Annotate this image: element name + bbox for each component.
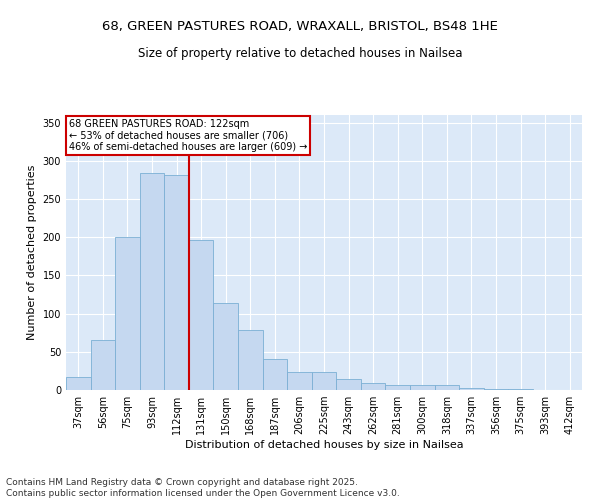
Bar bbox=[91, 340, 115, 390]
Bar bbox=[312, 372, 336, 390]
Bar bbox=[484, 389, 508, 390]
Bar bbox=[115, 237, 140, 390]
Bar bbox=[459, 388, 484, 390]
Bar bbox=[410, 386, 434, 390]
Text: 68 GREEN PASTURES ROAD: 122sqm
← 53% of detached houses are smaller (706)
46% of: 68 GREEN PASTURES ROAD: 122sqm ← 53% of … bbox=[68, 119, 307, 152]
Text: Size of property relative to detached houses in Nailsea: Size of property relative to detached ho… bbox=[138, 48, 462, 60]
Bar bbox=[385, 384, 410, 390]
Bar bbox=[214, 303, 238, 390]
Bar bbox=[164, 174, 189, 390]
Bar bbox=[336, 378, 361, 390]
Text: Contains HM Land Registry data © Crown copyright and database right 2025.
Contai: Contains HM Land Registry data © Crown c… bbox=[6, 478, 400, 498]
Bar bbox=[361, 383, 385, 390]
Bar bbox=[434, 386, 459, 390]
X-axis label: Distribution of detached houses by size in Nailsea: Distribution of detached houses by size … bbox=[185, 440, 463, 450]
Bar bbox=[189, 240, 214, 390]
Bar bbox=[287, 372, 312, 390]
Bar bbox=[140, 173, 164, 390]
Bar bbox=[66, 377, 91, 390]
Bar bbox=[508, 389, 533, 390]
Bar bbox=[263, 360, 287, 390]
Bar bbox=[238, 330, 263, 390]
Y-axis label: Number of detached properties: Number of detached properties bbox=[27, 165, 37, 340]
Text: 68, GREEN PASTURES ROAD, WRAXALL, BRISTOL, BS48 1HE: 68, GREEN PASTURES ROAD, WRAXALL, BRISTO… bbox=[102, 20, 498, 33]
